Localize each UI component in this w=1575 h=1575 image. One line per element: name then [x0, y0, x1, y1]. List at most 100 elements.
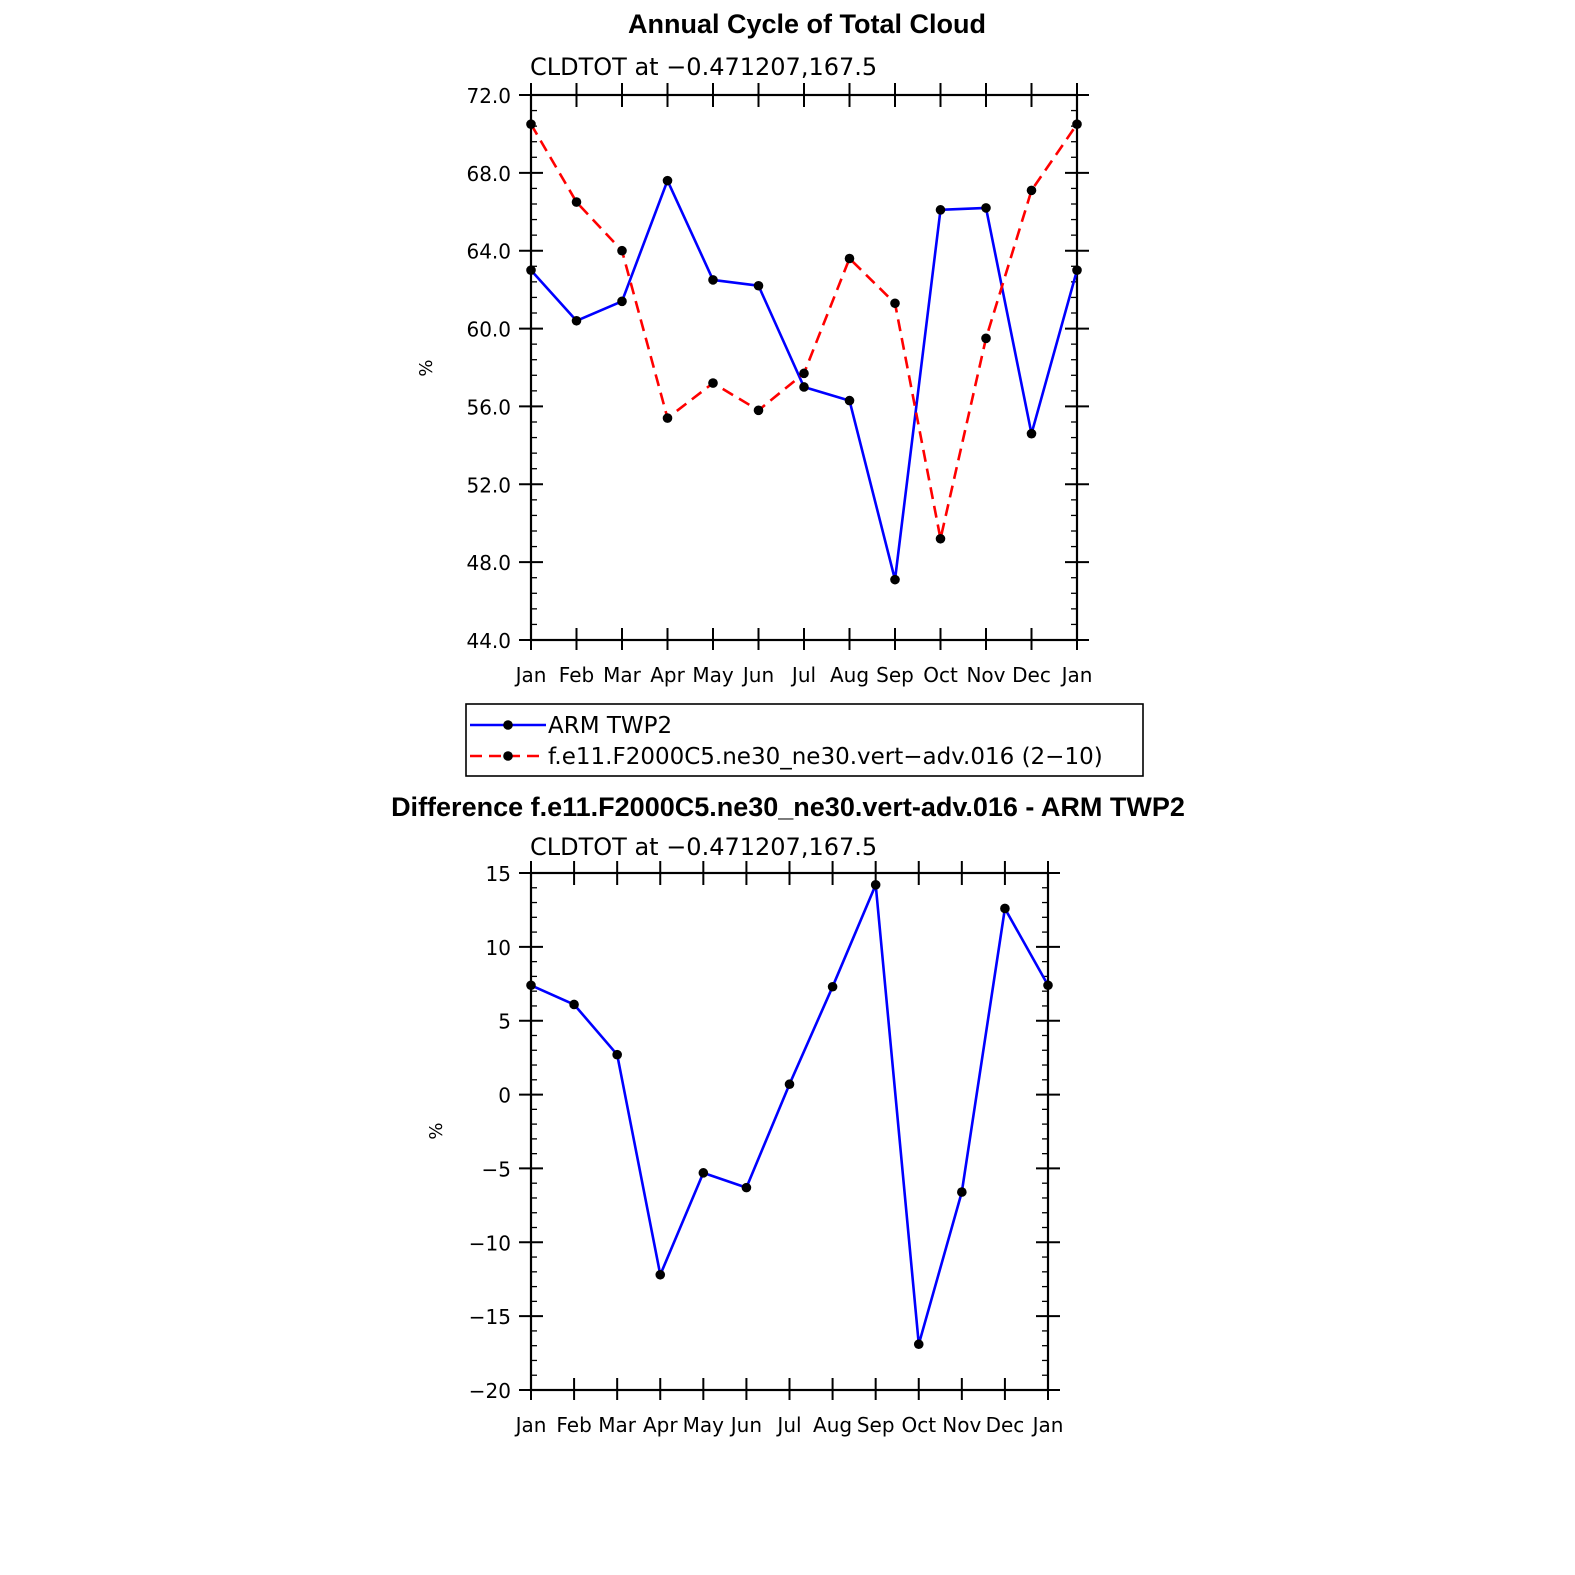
top-x-tick-label: Apr	[650, 663, 685, 687]
top-series-1-point	[617, 245, 627, 256]
legend-entry-arm-twp2: ARM TWP2	[470, 713, 672, 739]
top-x-tick-label: Oct	[923, 663, 958, 687]
legend-box	[465, 703, 1144, 777]
top-series-0-point	[799, 382, 809, 392]
bottom-chart-plot-area: −20 −15 −10 −5 0 5 10 15 Jan Feb Mar Apr May Jun Jul Au…	[469, 861, 1064, 1437]
top-chart-subtitle: CLDTOT at −0.471207,167.5	[530, 53, 877, 81]
legend-marker-arm-twp2	[503, 720, 513, 730]
top-series-0-point	[935, 205, 946, 215]
top-x-tick-label: May	[692, 663, 734, 687]
bottom-y-tick-label: 0	[498, 1084, 511, 1108]
bottom-x-tick-label: Jul	[775, 1413, 801, 1437]
bottom-series-0-point	[698, 1168, 709, 1178]
bottom-series-0-point	[526, 980, 536, 991]
bottom-series-0-point	[655, 1269, 666, 1280]
top-x-tick-label: Jan	[514, 663, 547, 687]
bottom-y-tick-label: 5	[498, 1010, 511, 1034]
legend-entry-model: f.e11.F2000C5.ne30_ne30.vert−adv.016 (2−…	[470, 744, 1103, 770]
top-chart: Annual Cycle of Total Cloud CLDTOT at −0…	[416, 9, 1092, 687]
top-series-1-point	[526, 119, 536, 129]
bottom-chart-subtitle: CLDTOT at −0.471207,167.5	[530, 833, 877, 861]
bottom-y-tick-label: 15	[486, 862, 511, 886]
top-series-0-point	[1026, 428, 1037, 439]
top-y-tick-label: 48.0	[466, 551, 511, 575]
top-y-tick-label: 56.0	[466, 395, 511, 419]
top-series-0-point	[708, 275, 718, 285]
bottom-x-tick-label: Mar	[598, 1413, 637, 1437]
top-series-0-point	[1072, 265, 1082, 275]
bottom-y-tick-label: −20	[469, 1379, 511, 1403]
top-series-1-point	[753, 405, 764, 416]
top-x-tick-label: Aug	[830, 663, 869, 687]
legend: ARM TWP2 f.e11.F2000C5.ne30_ne30.vert−ad…	[465, 703, 1144, 777]
bottom-series-0-point	[1043, 980, 1053, 991]
top-series-1-point	[844, 253, 855, 264]
bottom-series-0-point	[784, 1079, 795, 1090]
top-chart-title: Annual Cycle of Total Cloud	[628, 9, 986, 39]
bottom-y-tick-label: −10	[469, 1231, 511, 1255]
top-y-tick-label: 52.0	[466, 473, 511, 497]
top-x-tick-label: Feb	[559, 663, 594, 687]
top-series-1-point	[890, 298, 900, 309]
top-series-1-point	[935, 533, 946, 544]
top-x-tick-label: Sep	[876, 663, 914, 687]
bottom-x-tick-label: Feb	[556, 1413, 591, 1437]
bottom-x-tick-label: Jan	[1031, 1413, 1064, 1437]
top-series-1-point	[708, 378, 718, 388]
top-series-1-point	[1026, 185, 1037, 196]
top-chart-y-axis-label: %	[416, 359, 437, 376]
bottom-chart-y-axis-label: %	[426, 1122, 447, 1139]
bottom-series-0-point	[741, 1182, 752, 1193]
bottom-series-0-point	[913, 1339, 924, 1350]
bottom-x-tick-label: Nov	[942, 1413, 981, 1437]
top-series-0-point	[662, 175, 673, 186]
top-x-tick-label: Nov	[966, 663, 1005, 687]
bottom-x-tick-label: Jun	[729, 1413, 762, 1437]
bottom-chart: Difference f.e11.F2000C5.ne30_ne30.vert-…	[391, 792, 1185, 1437]
top-series-1-point	[571, 197, 582, 207]
bottom-y-tick-label: 10	[486, 936, 511, 960]
top-y-tick-label: 72.0	[466, 84, 511, 108]
top-x-tick-label: Jul	[790, 663, 816, 687]
bottom-y-tick-label: −15	[469, 1305, 511, 1329]
top-series-1-point	[1072, 119, 1082, 129]
top-series-0-point	[890, 574, 900, 585]
bottom-chart-title: Difference f.e11.F2000C5.ne30_ne30.vert-…	[391, 792, 1185, 822]
top-series-1-point	[799, 368, 809, 379]
bottom-x-tick-label: Dec	[986, 1413, 1025, 1437]
top-y-tick-label: 44.0	[466, 629, 511, 653]
top-x-tick-label: Jan	[1060, 663, 1093, 687]
legend-label-model: f.e11.F2000C5.ne30_ne30.vert−adv.016 (2−…	[548, 744, 1103, 770]
bottom-x-tick-label: Oct	[901, 1413, 936, 1437]
legend-label-arm-twp2: ARM TWP2	[548, 713, 672, 739]
top-series-0-point	[981, 203, 991, 213]
top-plot-frame	[529, 93, 1079, 642]
top-y-tick-label: 64.0	[466, 240, 511, 264]
top-series-0-point	[617, 296, 627, 307]
bottom-x-tick-label: Apr	[643, 1413, 678, 1437]
bottom-series-0-point	[569, 999, 579, 1010]
top-series-1-point	[662, 413, 673, 423]
bottom-x-tick-label: Aug	[813, 1413, 852, 1437]
bottom-series-0-point	[957, 1187, 967, 1197]
legend-marker-model	[503, 751, 513, 761]
bottom-series-0-point	[827, 981, 838, 992]
top-y-tick-label: 68.0	[466, 162, 511, 186]
bottom-x-tick-label: Sep	[857, 1413, 895, 1437]
bottom-x-tick-label: May	[683, 1413, 725, 1437]
top-series-0-point	[526, 265, 536, 275]
top-series-0-point	[571, 315, 582, 326]
top-series-1-point	[981, 333, 991, 344]
bottom-series-0-line	[530, 883, 1050, 1346]
top-x-tick-label: Mar	[603, 663, 642, 687]
bottom-series-0-point	[870, 880, 881, 890]
top-y-tick-label: 60.0	[466, 318, 511, 342]
top-series-1-line	[529, 123, 1079, 541]
bottom-series-0-point	[612, 1049, 622, 1060]
bottom-series-0-point	[1000, 903, 1010, 914]
top-chart-plot-area: 44.0 48.0 52.0 56.0 60.0 64.0 68.0 72.0 Jan Feb Ma…	[466, 83, 1092, 687]
top-x-tick-label: Jun	[741, 663, 774, 687]
top-series-0-point	[753, 280, 764, 291]
top-series-0-point	[844, 395, 855, 406]
top-x-tick-label: Dec	[1012, 663, 1051, 687]
